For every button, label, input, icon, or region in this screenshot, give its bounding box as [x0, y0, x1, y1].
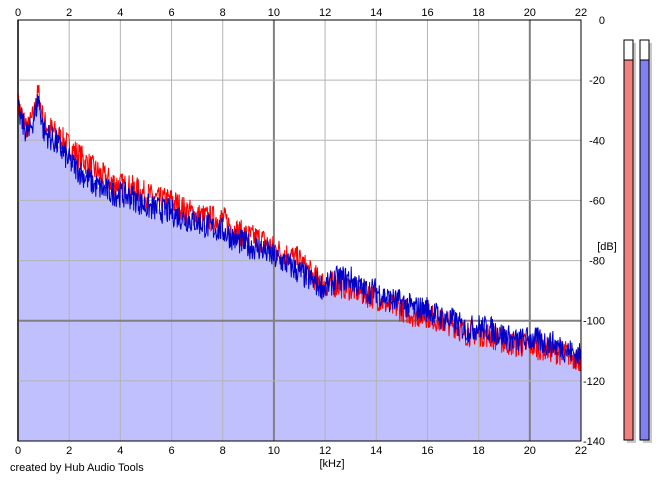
level-meters — [623, 39, 652, 443]
x-tick-label-bottom: 12 — [319, 445, 331, 457]
x-tick-label-top: 2 — [66, 7, 72, 19]
x-tick-label-bottom: 8 — [220, 445, 226, 457]
x-tick-label-bottom: 4 — [117, 445, 123, 457]
tick-label-layer: 002244668810101212141416161818202022220-… — [15, 7, 605, 457]
x-tick-label-top: 18 — [473, 7, 485, 19]
y-tick-label: -60 — [589, 195, 605, 207]
x-tick-label-bottom: 14 — [370, 445, 382, 457]
x-tick-label-top: 12 — [319, 7, 331, 19]
x-tick-label-bottom: 10 — [268, 445, 280, 457]
x-tick-label-top: 20 — [524, 7, 536, 19]
x-tick-label-bottom: 2 — [66, 445, 72, 457]
x-tick-label-top: 22 — [575, 7, 587, 19]
y-tick-label: -40 — [589, 135, 605, 147]
x-tick-label-bottom: 6 — [168, 445, 174, 457]
x-tick-label-bottom: 0 — [15, 445, 21, 457]
y-tick-label: -120 — [583, 376, 605, 388]
plot-frame — [17, 19, 582, 442]
x-tick-label-bottom: 16 — [421, 445, 433, 457]
x-tick-label-top: 8 — [220, 7, 226, 19]
spectrum-area — [18, 98, 581, 441]
y-axis-label: [dB] — [597, 241, 617, 253]
x-tick-label-top: 4 — [117, 7, 123, 19]
series-right-channel — [17, 94, 582, 368]
x-tick-label-top: 0 — [15, 7, 21, 19]
series-layer — [17, 84, 582, 372]
y-tick-label: -100 — [583, 316, 605, 328]
credit-text: created by Hub Audio Tools — [10, 462, 144, 474]
x-tick-label-bottom: 20 — [524, 445, 536, 457]
y-tick-label: 0 — [599, 15, 605, 27]
x-tick-label-top: 10 — [268, 7, 280, 19]
y-tick-label: -140 — [583, 436, 605, 448]
x-tick-label-top: 14 — [370, 7, 382, 19]
x-tick-label-bottom: 18 — [473, 445, 485, 457]
y-tick-label: -80 — [589, 256, 605, 268]
x-tick-label-bottom: 22 — [575, 445, 587, 457]
plot-border — [17, 19, 582, 442]
x-tick-label-top: 6 — [168, 7, 174, 19]
meter-right-fill — [639, 59, 650, 441]
meter-left-fill — [623, 59, 634, 441]
spectrum-fill-layer — [18, 98, 581, 441]
x-tick-label-top: 16 — [421, 7, 433, 19]
x-axis-label: [kHz] — [319, 458, 344, 470]
y-tick-label: -20 — [589, 75, 605, 87]
